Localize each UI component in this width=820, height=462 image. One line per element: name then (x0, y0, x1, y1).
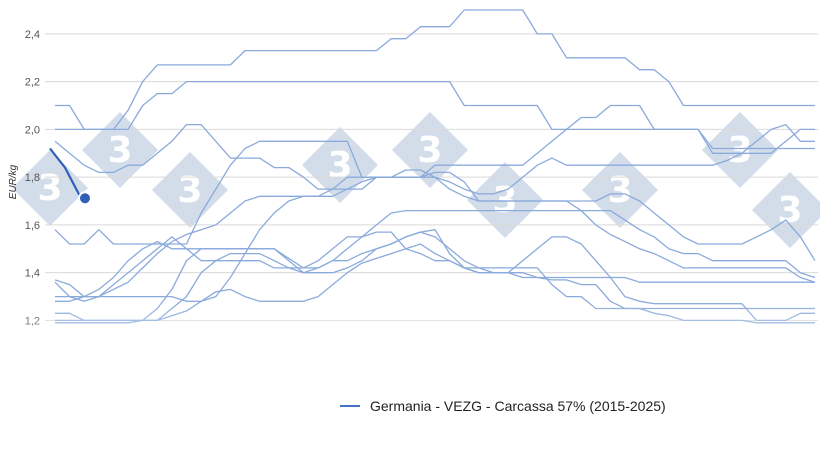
y-tick-label: 2,0 (25, 124, 40, 136)
watermark-group (12, 112, 820, 248)
current-year-series (49, 147, 92, 206)
legend: Germania - VEZG - Carcassa 57% (2015-202… (340, 398, 666, 414)
y-axis-title: EUR/kg (8, 164, 19, 199)
bottom-fade (0, 300, 820, 390)
y-tick-label: 2,2 (25, 77, 40, 89)
current-year-line (49, 147, 81, 197)
y-tick-label: 2,4 (25, 29, 40, 41)
current-year-point[interactable] (78, 191, 92, 206)
legend-swatch (340, 405, 360, 407)
y-tick-label: 1,6 (25, 220, 40, 232)
y-tick-label: 1,8 (25, 172, 40, 184)
series-line (54, 171, 816, 298)
y-tick-label: 1,4 (25, 268, 40, 280)
series-line (55, 209, 816, 302)
series-line (55, 9, 815, 131)
y-axis-ticks: 1,21,41,61,82,02,22,4 (25, 29, 40, 328)
series-line (55, 231, 815, 302)
legend-label: Germania - VEZG - Carcassa 57% (2015-202… (370, 398, 666, 414)
